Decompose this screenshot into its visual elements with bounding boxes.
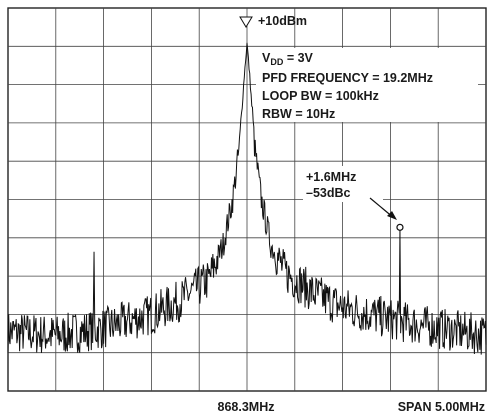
reference-level-label: +10dBm	[258, 14, 307, 28]
vdd-annotation: VDD = 3V	[262, 51, 314, 67]
rbw-annotation: RBW = 10Hz	[262, 107, 335, 121]
vdd-rest: = 3V	[283, 51, 313, 65]
reference-marker-icon	[239, 16, 253, 28]
loop-bw-annotation: LOOP BW = 100kHz	[262, 89, 379, 103]
span-label: SPAN 5.00MHz	[398, 400, 485, 414]
vdd-sub: DD	[270, 57, 283, 67]
marker-arrowhead-icon	[387, 211, 397, 220]
marker-offset-label: +1.6MHz	[306, 170, 356, 184]
marker-point	[396, 223, 404, 231]
marker-level-label: –53dBc	[306, 186, 351, 200]
spectrum-trace	[7, 42, 487, 355]
vdd-main: V	[262, 51, 271, 65]
center-frequency-label: 868.3MHz	[218, 400, 275, 414]
pfd-frequency-annotation: PFD FREQUENCY = 19.2MHz	[262, 71, 433, 85]
